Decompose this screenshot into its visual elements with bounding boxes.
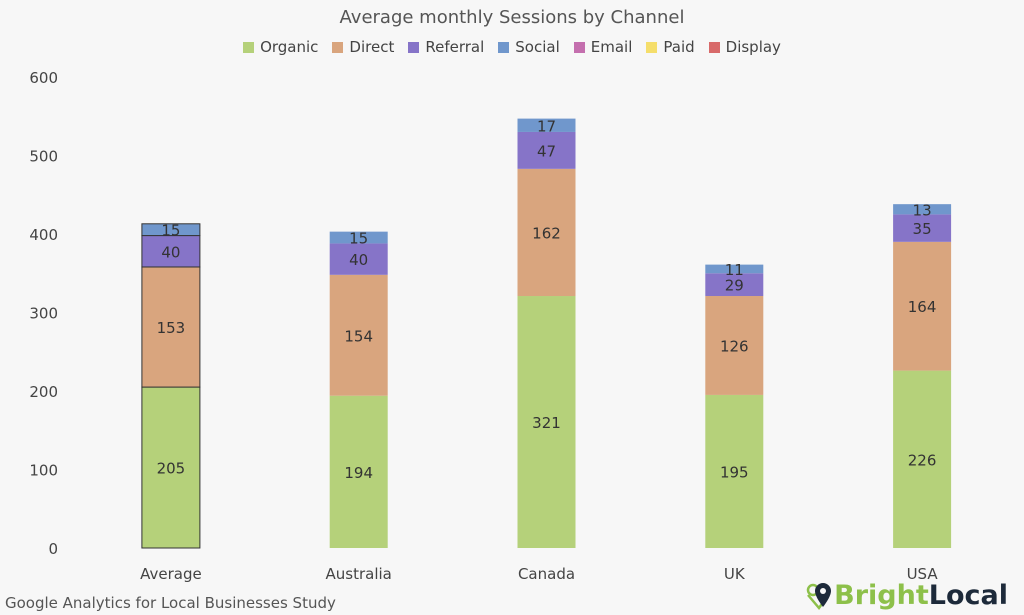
bar-segment xyxy=(705,296,764,395)
bar-segment xyxy=(141,386,201,549)
data-label: 35 xyxy=(913,220,932,238)
data-label: 154 xyxy=(344,327,373,345)
legend-swatch xyxy=(646,41,658,53)
bar-segment xyxy=(141,266,201,388)
legend-label: Social xyxy=(515,38,560,56)
data-label: 194 xyxy=(344,464,373,482)
logo-text-bright: Bright xyxy=(834,579,929,611)
data-label: 17 xyxy=(537,117,556,135)
legend-label: Paid xyxy=(663,38,695,56)
data-label: 13 xyxy=(913,201,932,219)
y-tick-label: 300 xyxy=(29,305,58,323)
bar-segment xyxy=(517,168,576,297)
bar-segment xyxy=(329,243,388,275)
y-tick-label: 400 xyxy=(29,226,58,244)
legend: Organic Direct Referral Social Email Paid Disp… xyxy=(0,38,1024,56)
x-tick-label: Australia xyxy=(326,565,392,583)
data-label: 195 xyxy=(720,463,749,481)
logo-text-local: Local xyxy=(928,579,1008,611)
data-label: 205 xyxy=(157,460,186,478)
data-label: 40 xyxy=(349,251,368,269)
bar-segment xyxy=(517,296,576,548)
bar-segment xyxy=(893,204,952,215)
y-tick-label: 200 xyxy=(29,383,58,401)
bar-segment xyxy=(141,235,201,268)
x-tick-label: Canada xyxy=(518,565,575,583)
chart-title: Average monthly Sessions by Channel xyxy=(339,7,685,28)
legend-swatch xyxy=(573,41,585,53)
legend-item: Paid xyxy=(646,38,695,56)
bar-segment xyxy=(517,131,576,169)
data-label: 47 xyxy=(537,142,556,160)
legend-item: Organic xyxy=(243,38,318,56)
data-label: 126 xyxy=(720,337,749,355)
bar-segment xyxy=(893,370,952,548)
data-label: 162 xyxy=(532,224,561,242)
data-label: 226 xyxy=(908,451,937,469)
x-tick-label: Average xyxy=(140,565,202,583)
location-heart-icon xyxy=(806,583,832,611)
legend-swatch xyxy=(332,41,344,53)
bar-segment xyxy=(329,274,388,396)
legend-label: Display xyxy=(725,38,781,56)
bar-segment xyxy=(141,223,201,237)
y-tick-label: 100 xyxy=(29,462,58,480)
bar-segment xyxy=(705,394,764,548)
legend-item: Social xyxy=(498,38,560,56)
x-tick-label: USA xyxy=(907,565,939,583)
y-tick-label: 500 xyxy=(29,148,58,166)
source-footer: Google Analytics for Local Businesses St… xyxy=(5,594,336,612)
legend-item: Display xyxy=(708,38,781,56)
bar-segment xyxy=(893,241,952,371)
bar-segment xyxy=(705,264,764,274)
bar-segment xyxy=(329,395,388,548)
legend-swatch xyxy=(498,41,510,53)
data-label: 153 xyxy=(157,319,186,337)
data-label: 40 xyxy=(161,243,180,261)
legend-label: Referral xyxy=(425,38,485,56)
bar-segment xyxy=(893,214,952,242)
legend-label: Email xyxy=(590,38,633,56)
data-label: 321 xyxy=(532,414,561,432)
legend-swatch xyxy=(708,41,720,53)
legend-item: Referral xyxy=(408,38,484,56)
legend-label: Organic xyxy=(260,38,319,56)
data-label: 15 xyxy=(349,230,368,248)
bar-segment xyxy=(329,231,388,244)
data-label: 11 xyxy=(725,261,744,279)
legend-swatch xyxy=(408,41,420,53)
bar-segment xyxy=(517,118,576,132)
legend-item: Email xyxy=(573,38,633,56)
data-label: 164 xyxy=(908,298,937,316)
legend-item: Direct xyxy=(332,38,394,56)
y-tick-label: 0 xyxy=(48,540,58,558)
bar-segment xyxy=(705,273,764,297)
y-tick-label: 600 xyxy=(29,69,58,87)
legend-swatch xyxy=(243,41,255,53)
data-label: 29 xyxy=(725,277,744,295)
legend-label: Direct xyxy=(349,38,395,56)
brightlocal-logo: Bright Local xyxy=(804,579,1008,611)
data-label: 15 xyxy=(161,222,180,240)
x-tick-label: UK xyxy=(724,565,746,583)
